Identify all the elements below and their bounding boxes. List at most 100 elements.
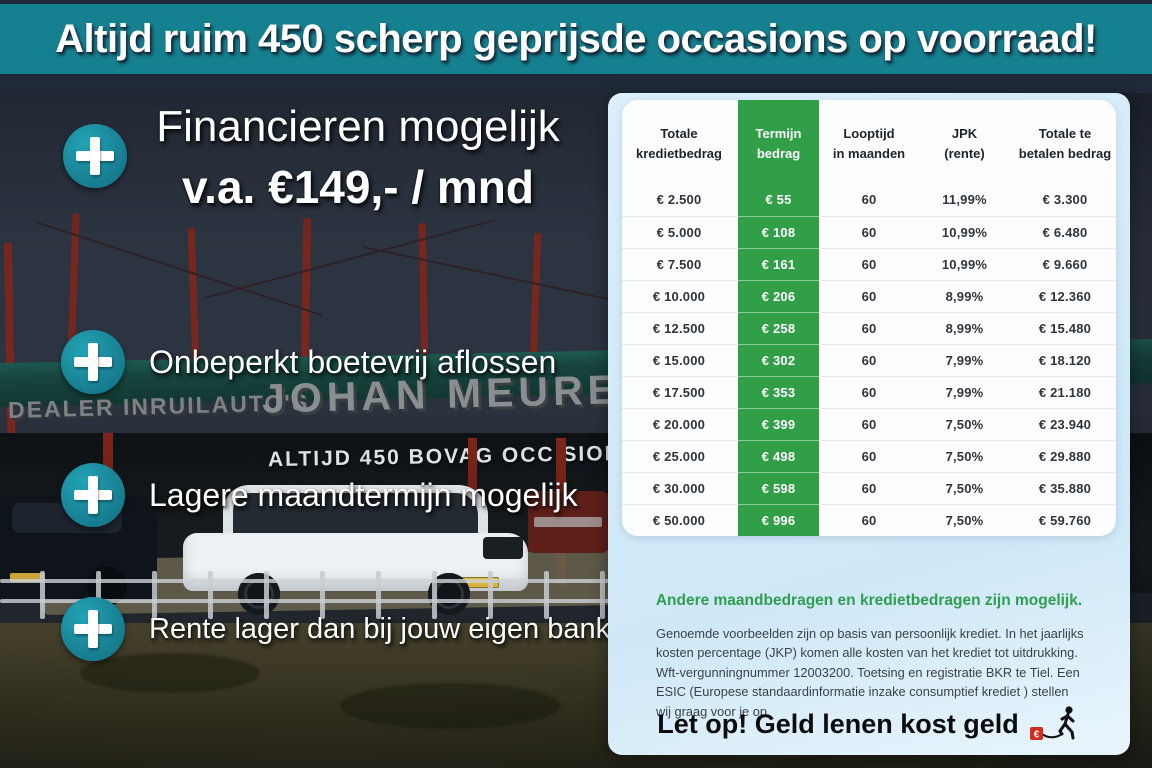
fence-post (600, 571, 605, 619)
table-cell: € 108 (736, 215, 821, 248)
table-cell: € 5.000 (622, 215, 737, 248)
white-suv-glass (233, 493, 478, 535)
table-row: € 12.500 € 258 60 8,99% € 15.480 (622, 311, 1116, 344)
table-row: € 2.500 € 55 60 11,99% € 3.300 (622, 184, 1116, 216)
banner-headline: Altijd ruim 450 scherp geprijsde occasio… (55, 16, 1097, 61)
mast-cable (362, 245, 618, 303)
note-title: Andere maandbedragen en kredietbedragen … (655, 592, 1083, 609)
financing-panel: Totale kredietbedrag Termijn bedrag Looptijd… (608, 93, 1130, 755)
table-cell: € 29.880 (1012, 439, 1116, 472)
table-cell: € 21.180 (1012, 375, 1116, 408)
table-cell: 7,50% (917, 503, 1012, 536)
table-cell: € 15.480 (1012, 311, 1116, 344)
table-cell: € 258 (736, 311, 821, 344)
table-cell: 60 (820, 343, 917, 376)
usp-label: Lagere maandtermijn mogelijk (149, 476, 578, 513)
usp-redeem: Onbeperkt boetevrij aflossen (61, 330, 556, 394)
table-cell: € 6.480 (1012, 215, 1116, 248)
table-cell: 10,99% (917, 247, 1012, 280)
table-cell: € 353 (736, 375, 821, 408)
plus-icon (61, 463, 125, 527)
table-cell: € 20.000 (622, 407, 737, 440)
fence-rail (0, 599, 612, 603)
fence-post (432, 571, 437, 619)
table-cell: 10,99% (917, 215, 1012, 248)
table-cell: € 18.120 (1012, 343, 1116, 376)
table-cell: € 59.760 (1012, 503, 1116, 536)
table-cell: 60 (820, 471, 917, 504)
top-banner: Altijd ruim 450 scherp geprijsde occasio… (0, 0, 1152, 93)
table-cell: 11,99% (942, 192, 987, 208)
table-row: € 30.000 € 598 60 7,50% € 35.880 (622, 471, 1116, 504)
usp-label: Rente lager dan bij jouw eigen bank (149, 612, 611, 645)
table-cell: € 2.500 (656, 192, 702, 208)
red-vehicle (528, 491, 608, 553)
table-body: € 2.500 € 55 60 11,99% € 3.300 € 5.000 € 108 60… (622, 184, 1116, 536)
table-cell: 60 (820, 407, 917, 440)
table-row: € 17.500 € 353 60 7,99% € 21.180 (622, 375, 1116, 408)
fence-post (40, 571, 45, 619)
table-cell: 60 (820, 503, 917, 536)
credit-warning: Let op! Geld lenen kost geld € (608, 705, 1130, 743)
table-cell: 7,99% (917, 343, 1012, 376)
table-cell: € 206 (736, 279, 821, 312)
table-cell: 7,50% (917, 439, 1012, 472)
column-header: Looptijd in maanden (832, 126, 906, 161)
usp-financing: Financieren mogelijk v.a. €149,- / mnd (63, 102, 560, 213)
table-row: € 10.000 € 206 60 8,99% € 12.360 (622, 279, 1116, 312)
plus-icon (61, 330, 125, 394)
table-cell: € 30.000 (622, 471, 737, 504)
usp-financing-line1: Financieren mogelijk (156, 102, 560, 151)
grass-tuft (80, 653, 260, 693)
table-cell: € 3.300 (1042, 192, 1088, 208)
table-cell: € 161 (736, 247, 821, 280)
usp-lower-term: Lagere maandtermijn mogelijk (61, 463, 578, 527)
column-header: JPK (rente) (944, 126, 985, 161)
table-cell: € 55 (736, 184, 821, 216)
credit-warning-text: Let op! Geld lenen kost geld (657, 708, 1019, 739)
table-row: € 50.000 € 996 60 7,50% € 59.760 (622, 503, 1116, 536)
fence-post (376, 571, 381, 619)
table-cell: € 399 (736, 407, 821, 440)
column-header: Totale kredietbedrag (636, 126, 722, 161)
table-cell: € 25.000 (622, 439, 737, 472)
table-row: € 20.000 € 399 60 7,50% € 23.940 (622, 407, 1116, 440)
table-row: € 5.000 € 108 60 10,99% € 6.480 (622, 215, 1116, 248)
fence-post (152, 571, 157, 619)
table-cell: 60 (820, 247, 917, 280)
plus-icon (61, 597, 125, 661)
table-cell: 8,99% (917, 279, 1012, 312)
table-cell: € 17.500 (622, 375, 737, 408)
table-head-row: Totale kredietbedrag Termijn bedrag Looptijd… (622, 100, 1116, 184)
financing-table-card: Totale kredietbedrag Termijn bedrag Looptijd… (622, 100, 1116, 536)
credit-warning-icon: € (1029, 706, 1075, 741)
usp-financing-line2: v.a. €149,- / mnd (182, 161, 534, 213)
plus-icon (63, 124, 127, 188)
table-cell: 60 (820, 439, 917, 472)
table-cell: 60 (861, 192, 877, 208)
license-plate (10, 573, 44, 582)
usp-lower-rate: Rente lager dan bij jouw eigen bank (61, 597, 610, 661)
fence-post (544, 571, 549, 619)
table-row: € 7.500 € 161 60 10,99% € 9.660 (622, 247, 1116, 280)
column-header: Termijn bedrag (736, 100, 821, 184)
fence-rail (0, 579, 612, 583)
table-cell: € 10.000 (622, 279, 737, 312)
table-cell: € 7.500 (622, 247, 737, 280)
table-cell: € 23.940 (1012, 407, 1116, 440)
table-cell: € 498 (736, 439, 821, 472)
disclaimer-text: Genoemde voorbeelden zijn op basis van p… (656, 626, 1084, 719)
table-cell: 60 (820, 279, 917, 312)
fence-post (320, 571, 325, 619)
table-cell: 7,50% (917, 407, 1012, 440)
grass-tuft (340, 683, 560, 729)
table-cell: € 9.660 (1012, 247, 1116, 280)
financing-table: Totale kredietbedrag Termijn bedrag Looptijd… (622, 100, 1116, 536)
red-vehicle-stripe (534, 517, 602, 527)
mast-cable (37, 221, 323, 317)
usp-financing-text: Financieren mogelijk v.a. €149,- / mnd (118, 102, 598, 214)
table-row: € 15.000 € 302 60 7,99% € 18.120 (622, 343, 1116, 376)
table-row: € 25.000 € 498 60 7,50% € 29.880 (622, 439, 1116, 472)
fence-post (208, 571, 213, 619)
